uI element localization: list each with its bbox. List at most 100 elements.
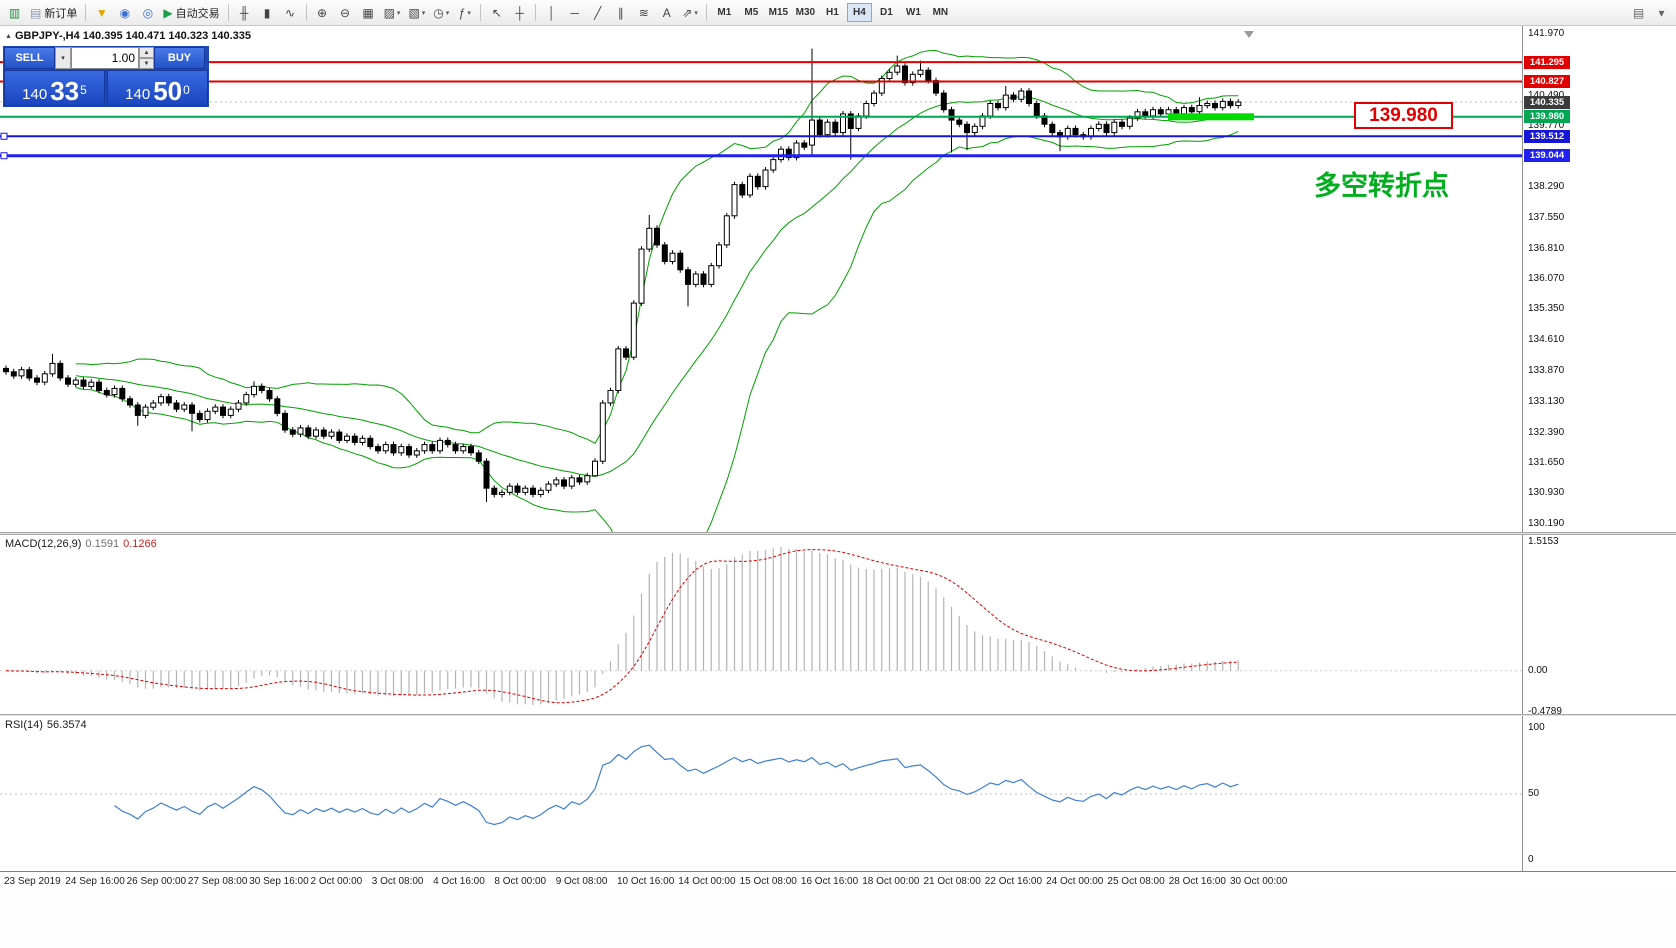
- price-badge-139.044: 139.044: [1524, 149, 1570, 163]
- arrows-tool-icon[interactable]: ⇗ ▾: [678, 2, 702, 23]
- window-bottom-area: [0, 891, 1676, 948]
- candlestick-series[interactable]: [3, 48, 1242, 502]
- candlestick-chart-icon[interactable]: ▮: [256, 2, 279, 23]
- turning-point-text[interactable]: 多空转折点: [1314, 171, 1449, 201]
- volume-up-button[interactable]: ▲: [139, 47, 154, 58]
- channel-icon[interactable]: ∥: [609, 2, 632, 23]
- chart-shift-marker[interactable]: [1244, 31, 1254, 38]
- tile-windows-icon: ▦: [362, 5, 374, 20]
- macd-signal-value: 0.1266: [123, 538, 157, 550]
- timeframe-mn-button[interactable]: MN: [932, 7, 949, 18]
- vertical-line-icon: │: [548, 5, 556, 20]
- macd-panel[interactable]: [0, 535, 1522, 714]
- new-order-icon: ▤: [30, 5, 42, 20]
- bar-chart-icon: ╫: [239, 5, 249, 20]
- zoom-in-icon[interactable]: ⊕: [311, 2, 334, 23]
- line-handle[interactable]: [0, 132, 8, 140]
- date-label: 8 Oct 00:00: [494, 876, 547, 887]
- indicators-icon: ƒ: [458, 5, 466, 20]
- new-order-button-label: 新订单: [44, 7, 78, 20]
- crosshair-icon[interactable]: ┼: [508, 2, 531, 23]
- date-label: 3 Oct 08:00: [371, 876, 424, 887]
- sell-button[interactable]: SELL: [4, 47, 55, 69]
- volume-input[interactable]: [71, 47, 139, 69]
- volume-down-button[interactable]: ▼: [139, 58, 154, 69]
- toolbar-options-icon: ▾: [1658, 5, 1665, 20]
- cursor-icon[interactable]: ↖: [485, 2, 508, 23]
- price-axis-label: 135.350: [1528, 303, 1565, 315]
- price-axis-label: 140.490: [1528, 90, 1564, 101]
- timeframe-m5-button[interactable]: M5: [744, 7, 759, 18]
- funnel-icon: ▼: [95, 5, 108, 20]
- price-axis-label: 133.870: [1528, 364, 1565, 376]
- panel-splitter[interactable]: [0, 714, 1676, 716]
- line-chart-icon[interactable]: ∿: [279, 2, 302, 23]
- new-order-button[interactable]: ▤ 新订单: [26, 2, 81, 23]
- line-handle[interactable]: [0, 152, 8, 160]
- macd-name: MACD(12,26,9): [5, 538, 82, 550]
- trendline-icon[interactable]: ╱: [586, 2, 609, 23]
- timeframe-m15-button[interactable]: M15: [768, 7, 789, 18]
- profile-icon: ◉: [119, 5, 131, 20]
- terminal-icon: ▥: [8, 5, 21, 20]
- toolbar-options-icon[interactable]: ▾: [1650, 2, 1673, 23]
- volume-stepper: ▲ ▼: [139, 47, 154, 69]
- fibonacci-icon: ≋: [638, 5, 649, 20]
- price-axis-label: 137.550: [1528, 211, 1565, 223]
- timeframe-m30-button[interactable]: M30: [795, 7, 816, 18]
- terminal-icon[interactable]: ▥: [3, 2, 26, 23]
- time-axis[interactable]: 23 Sep 2019 24 Sep 16:00 26 Sep 00:00 27 Se…: [0, 871, 1676, 891]
- toolbar-separator: [85, 4, 87, 21]
- bollinger-bands: [75, 49, 1239, 532]
- buy-price-display[interactable]: 140 50 0: [107, 70, 208, 106]
- rsi-indicator-label: RSI(14) 56.3574: [5, 719, 87, 731]
- indicators-icon[interactable]: ƒ ▾: [453, 2, 476, 23]
- tile-windows-icon[interactable]: ▦: [357, 2, 380, 23]
- price-chart[interactable]: [0, 26, 1522, 532]
- price-alert-label[interactable]: 139.980: [1354, 102, 1453, 129]
- buy-price-pips: 50: [153, 76, 183, 106]
- horizontal-line-icon[interactable]: ─: [563, 2, 586, 23]
- support-icon[interactable]: ◎: [136, 2, 159, 23]
- macd-axis-label: 0.00: [1528, 664, 1548, 676]
- rsi-axis-label: 100: [1528, 722, 1545, 733]
- toolbar-separator: [305, 4, 307, 21]
- autotrading-button[interactable]: ▶ 自动交易: [159, 2, 223, 23]
- vertical-line-icon[interactable]: │: [540, 2, 563, 23]
- timeframe-m1-button[interactable]: M1: [717, 7, 732, 18]
- data-window-icon[interactable]: ▤: [1627, 2, 1650, 23]
- text-tool-icon: A: [662, 5, 671, 20]
- channel-icon: ∥: [617, 5, 624, 20]
- zoom-out-icon[interactable]: ⊖: [334, 2, 357, 23]
- toolbar-right-group: ▤ ▾: [1627, 0, 1673, 25]
- highlight-segment[interactable]: [1168, 113, 1254, 121]
- templates-icon[interactable]: ▨ ▾: [380, 2, 405, 23]
- timeframe-h4-button[interactable]: H4: [846, 3, 872, 22]
- profile-icon[interactable]: ◉: [113, 2, 136, 23]
- rsi-axis[interactable]: 100 50 0: [1522, 716, 1676, 871]
- price-axis-label: 136.810: [1528, 242, 1565, 254]
- period-icon[interactable]: ◷ ▾: [429, 2, 453, 23]
- timeframe-w1-button[interactable]: W1: [905, 7, 921, 18]
- macd-axis[interactable]: 1.5153 0.00 -0.4789: [1522, 535, 1676, 717]
- text-tool-icon[interactable]: A: [655, 2, 678, 23]
- sell-price-display[interactable]: 140 33 5: [4, 70, 105, 106]
- price-badge-141.295: 141.295: [1524, 55, 1570, 69]
- timeframe-h1-button[interactable]: H1: [825, 7, 839, 18]
- autotrading-icon: ▶: [163, 5, 173, 20]
- rsi-panel[interactable]: [0, 716, 1522, 871]
- price-badge-139.512: 139.512: [1524, 129, 1570, 143]
- toolbar-separator: [535, 4, 537, 21]
- funnel-icon[interactable]: ▼: [90, 2, 113, 23]
- volume-dropdown-button[interactable]: ▾: [55, 47, 71, 69]
- profiles-icon[interactable]: ▧ ▾: [404, 2, 429, 23]
- buy-button[interactable]: BUY: [154, 47, 205, 69]
- panel-splitter[interactable]: [0, 532, 1676, 535]
- date-label: 10 Oct 16:00: [617, 876, 675, 887]
- fibonacci-icon[interactable]: ≋: [632, 2, 655, 23]
- bar-chart-icon[interactable]: ╫: [233, 2, 256, 23]
- sell-price-frac: 5: [80, 83, 87, 97]
- price-axis[interactable]: 141.970 140.490 139.770 138.290 137.550 136.8…: [1522, 26, 1676, 532]
- timeframe-d1-button[interactable]: D1: [879, 7, 893, 18]
- rsi-line: [114, 744, 1239, 826]
